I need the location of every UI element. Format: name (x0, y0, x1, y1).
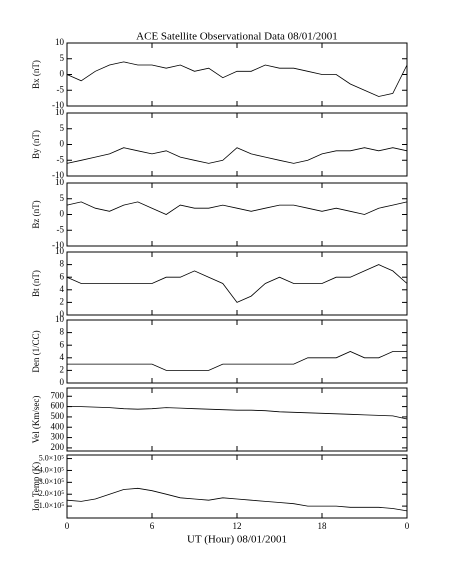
x-tick-label: 12 (233, 521, 242, 531)
panel-frame (66, 454, 408, 519)
y-tick-label: 700 (51, 390, 65, 400)
panel-frame (66, 42, 408, 107)
chart-title: ACE Satellite Observational Data 08/01/2… (136, 31, 338, 43)
y-axis-label: Bz (nT) (31, 200, 41, 228)
x-tick-label: 18 (318, 521, 328, 531)
x-tick-label: 6 (150, 521, 155, 531)
y-tick-label: 0 (60, 209, 65, 219)
panel-frame (66, 387, 408, 452)
y-tick-label: 10 (55, 314, 65, 324)
y-tick-label: 10 (55, 246, 65, 256)
y-tick-label: 2 (60, 364, 65, 374)
y-tick-label: 4.0×10⁵ (39, 465, 65, 474)
y-tick-label: 600 (51, 401, 65, 411)
panel-frame (66, 112, 408, 177)
data-line (67, 351, 407, 371)
y-tick-label: 8 (60, 259, 65, 269)
panel-frame (66, 182, 408, 247)
y-tick-label: 0 (60, 377, 65, 387)
y-tick-label: 5.0×10⁵ (39, 453, 65, 462)
data-line (66, 61, 408, 97)
y-tick-label: 400 (51, 421, 65, 431)
y-tick-label: 6 (60, 339, 65, 349)
y-axis-label: Bt (nT) (31, 270, 41, 297)
y-tick-label: -5 (57, 84, 65, 94)
y-tick-label: -10 (52, 100, 64, 110)
data-line (67, 406, 408, 420)
y-axis-label: Bx (nT) (31, 60, 41, 89)
y-tick-label: 10 (55, 37, 65, 47)
y-axis-label: Den (1/CC) (31, 330, 41, 372)
y-tick-label: -5 (57, 224, 65, 234)
x-tick-label: 0 (405, 521, 410, 531)
y-tick-label: 6 (60, 271, 65, 281)
y-tick-label: 0 (60, 139, 65, 149)
y-axis-label: Vel (Km/sec) (31, 396, 41, 444)
x-axis-label: UT (Hour) 08/01/2001 (187, 534, 287, 546)
y-axis-label: By (nT) (31, 130, 41, 159)
data-line (66, 487, 408, 512)
y-tick-label: 5 (60, 193, 65, 203)
y-tick-label: -5 (57, 154, 65, 164)
y-tick-label: 8 (60, 327, 65, 337)
y-tick-label: 200 (51, 442, 65, 452)
y-tick-label: -10 (52, 240, 64, 250)
panel-frame (66, 319, 408, 384)
data-line (66, 147, 408, 164)
y-tick-label: 0 (60, 69, 65, 79)
y-tick-label: 5 (60, 123, 65, 133)
y-tick-label: 5 (60, 53, 65, 63)
y-tick-label: 500 (51, 411, 65, 421)
y-tick-label: 4 (60, 352, 65, 362)
y-tick-label: 10 (55, 107, 65, 117)
y-tick-label: 2 (60, 296, 65, 306)
y-tick-label: 1.0×10⁵ (39, 501, 65, 510)
data-line (66, 264, 408, 303)
y-tick-label: 4 (60, 284, 65, 294)
x-tick-label: 0 (65, 521, 70, 531)
y-tick-label: 10 (55, 177, 65, 187)
y-tick-label: 3.0×10⁵ (39, 477, 65, 486)
data-line (66, 201, 408, 215)
y-tick-label: -10 (52, 170, 64, 180)
y-tick-label: 300 (51, 432, 65, 442)
y-axis-label: Ion Temp (K) (31, 462, 41, 511)
y-tick-label: 0 (60, 309, 65, 319)
y-tick-label: 2.0×10⁵ (39, 489, 65, 498)
